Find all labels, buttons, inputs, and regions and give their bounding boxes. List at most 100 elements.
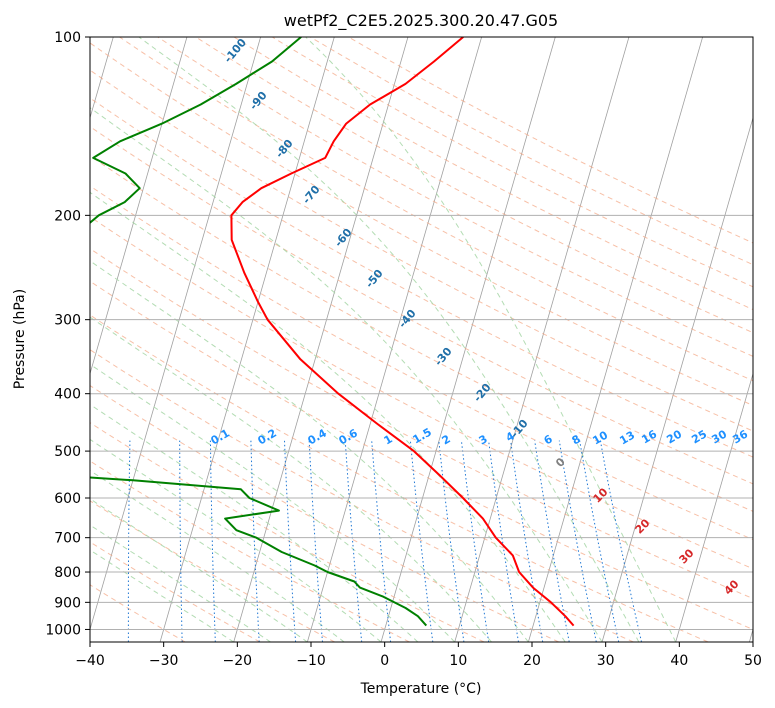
moist-adiabat-line (90, 438, 382, 642)
y-tick-label: 700 (54, 531, 81, 547)
dry-adiabat-line (90, 185, 753, 541)
mixing-ratio-line (409, 440, 434, 642)
mixing-ratio-label: 6 (542, 432, 555, 447)
x-axis-ticks: −40 −30 −20 −10 0 10 20 30 40 50 (75, 642, 762, 669)
dry-adiabat-line (90, 422, 485, 642)
dry-adiabat-label: -70 (300, 183, 323, 207)
x-tick-label: 0 (380, 653, 389, 669)
mixing-ratio-line (438, 440, 465, 642)
x-tick-label: 40 (670, 653, 688, 669)
mixing-ratio-line (510, 440, 544, 642)
dewpoint-profile (90, 37, 428, 627)
mixing-ratio-label: 13 (617, 429, 637, 448)
y-axis-ticks: 100 200 300 400 500 600 700 800 900 1000 (45, 30, 90, 638)
x-tick-label: 10 (449, 653, 467, 669)
mixing-ratio-label: 0.6 (337, 426, 361, 447)
isotherm-line (380, 37, 556, 642)
moist-adiabat-label: 10 (591, 485, 611, 505)
dry-adiabat-label: -90 (247, 89, 270, 113)
moist-adiabat-line (138, 37, 640, 642)
isotherm-line (454, 37, 630, 642)
dry-adiabat-label: -40 (396, 307, 419, 331)
dry-adiabat-line (90, 155, 753, 512)
moist-adiabat-line (90, 316, 492, 642)
moist-adiabat-label: 0 (553, 455, 568, 470)
dry-adiabat-line (90, 97, 753, 458)
mixing-ratio-label: 0.4 (306, 426, 330, 447)
dry-adiabat-label: -30 (432, 345, 455, 369)
dry-adiabat-line (90, 69, 753, 432)
moist-adiabat-line (90, 107, 603, 642)
y-tick-label: 400 (54, 387, 81, 403)
dry-adiabat-label: -20 (471, 381, 494, 405)
moist-adiabat-line (305, 37, 677, 642)
dry-adiabat-line (90, 385, 559, 642)
mixing-ratio-line (344, 440, 363, 642)
moist-adiabat-line (90, 469, 345, 642)
dry-adiabat-line (90, 349, 634, 642)
y-tick-label: 1000 (45, 622, 81, 638)
mixing-ratio-label: 16 (639, 427, 659, 446)
mixing-ratio-line (371, 440, 392, 642)
dry-adiabat-line (90, 541, 261, 642)
isotherm-line (675, 372, 753, 642)
dry-adiabat-line (90, 314, 709, 642)
dry-adiabat-line (90, 126, 753, 485)
moist-adiabat-label: 40 (722, 577, 742, 597)
moist-adiabat-line (90, 191, 566, 642)
dry-adiabat-line (90, 248, 753, 600)
x-tick-label: −40 (75, 653, 105, 669)
x-axis-label: Temperature (°C) (360, 681, 482, 697)
mixing-ratio-label: 10 (590, 428, 610, 447)
isotherm-line (528, 37, 704, 642)
x-tick-label: −20 (223, 653, 253, 669)
mixing-ratio-label: 1.5 (411, 425, 434, 446)
plot-frame (89, 36, 754, 643)
dry-adiabat-line (119, 37, 753, 382)
y-tick-label: 800 (54, 565, 81, 581)
moist-adiabat-line (90, 260, 529, 642)
isotherm-line (90, 37, 262, 631)
isotherm-line (159, 37, 335, 642)
moist-adiabat-label: 30 (677, 546, 697, 566)
chart-title: wetPf2_C2E5.2025.300.20.47.G05 (284, 11, 558, 31)
mixing-ratio-line (127, 440, 131, 642)
mixing-ratio-line (599, 440, 642, 642)
dry-adiabat-line (90, 280, 753, 630)
isotherm-line (90, 37, 188, 376)
x-tick-label: 30 (597, 653, 615, 669)
y-tick-label: 600 (54, 491, 81, 507)
mixing-ratio-line (250, 440, 260, 642)
x-tick-label: −30 (149, 653, 179, 669)
dry-adiabat-line (90, 42, 753, 407)
dry-adiabat-label: -80 (273, 137, 296, 161)
mixing-ratio-line (209, 440, 216, 642)
moist-adiabat-line (90, 363, 456, 642)
dry-adiabat-line (310, 37, 753, 266)
temperature-profile (230, 37, 575, 627)
mixing-ratio-label: 2 (440, 432, 453, 447)
isotherm-line (601, 116, 753, 642)
mixing-ratio-line (488, 440, 519, 642)
y-tick-label: 900 (54, 595, 81, 611)
mixing-ratio-line (308, 440, 323, 642)
dry-adiabat-label: -60 (332, 226, 355, 250)
dry-adiabat-line (90, 216, 753, 570)
dry-adiabat-label: -50 (363, 267, 386, 291)
y-tick-label: 100 (54, 30, 81, 46)
x-tick-label: −10 (296, 653, 326, 669)
dry-adiabat-line (271, 37, 753, 288)
dry-adiabat-line (195, 37, 753, 334)
background-lines (90, 37, 753, 642)
mixing-ratio-label: 3 (477, 432, 490, 447)
x-tick-label: 50 (744, 653, 762, 669)
moist-adiabat-line (90, 549, 234, 642)
moist-adiabat-line (90, 403, 419, 642)
y-tick-label: 300 (54, 313, 81, 329)
dry-adiabat-label: -100 (221, 36, 249, 66)
mixing-ratio-label: 30 (709, 427, 729, 446)
dry-adiabat-line (233, 37, 753, 311)
mixing-ratio-label: 0.1 (209, 426, 232, 447)
moist-adiabat-line (90, 524, 271, 642)
